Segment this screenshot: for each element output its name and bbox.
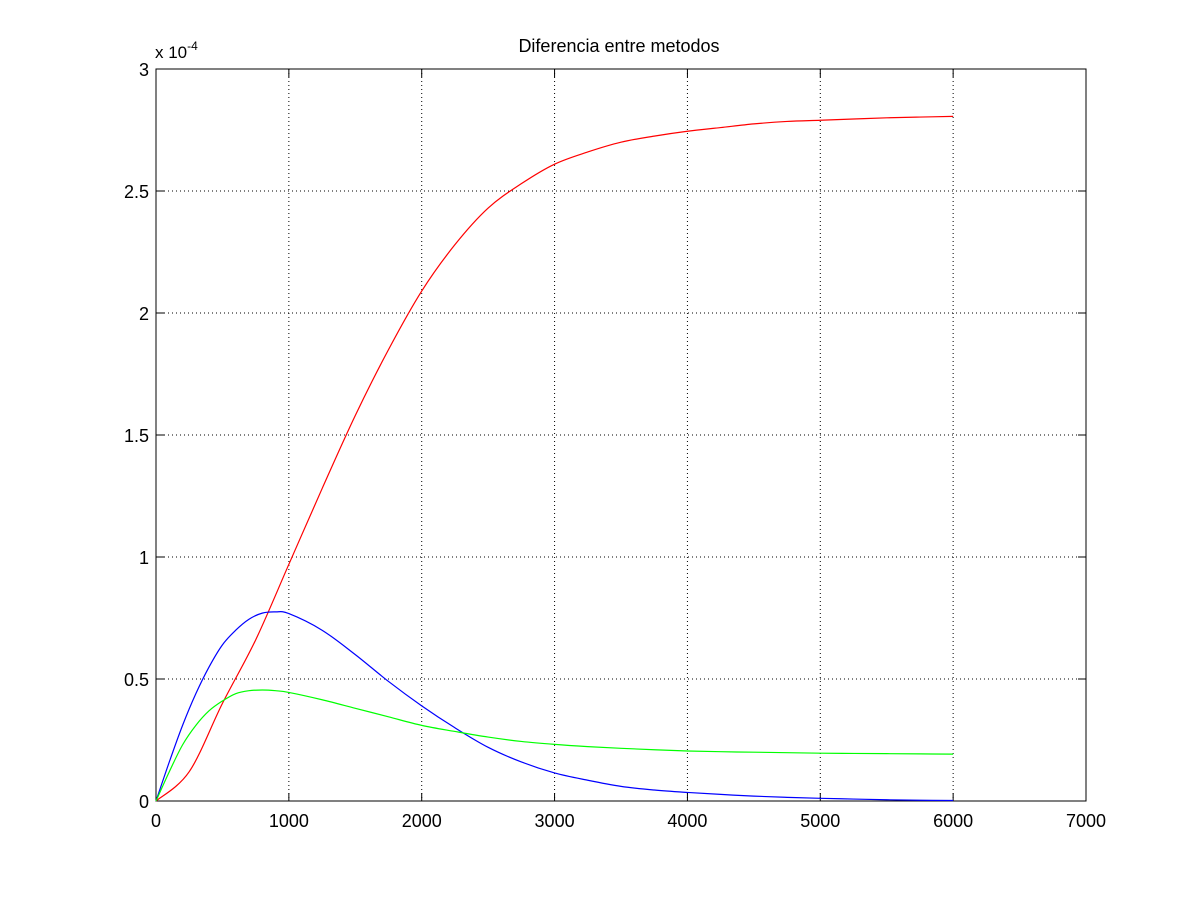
axis-tick-labels: 0 1000 2000 3000 4000 5000 6000 7000 0 0.5 1 1.5 2 2.… — [124, 60, 1106, 831]
series-line-2 — [155, 611, 954, 802]
y-axis-multiplier: x 10-4 — [155, 39, 198, 62]
y-axis-multiplier-base: x 10 — [155, 43, 187, 62]
x-tick-label: 3000 — [535, 811, 575, 831]
y-axis-multiplier-exponent: -4 — [187, 39, 198, 53]
x-tick-label: 5000 — [800, 811, 840, 831]
y-tick-label: 1 — [139, 548, 149, 568]
x-tick-label: 6000 — [933, 811, 973, 831]
x-tick-label: 4000 — [667, 811, 707, 831]
chart-title: Diferencia entre metodos — [518, 36, 719, 56]
grid-lines — [156, 69, 1086, 801]
y-tick-label: 2.5 — [124, 182, 149, 202]
series-line-1 — [155, 115, 954, 802]
series-line-3 — [155, 689, 954, 802]
x-tick-label: 0 — [151, 811, 161, 831]
y-tick-label: 2 — [139, 304, 149, 324]
y-tick-label: 3 — [139, 60, 149, 80]
axis-ticks — [155, 68, 1087, 802]
y-tick-label: 0.5 — [124, 670, 149, 690]
x-tick-label: 1000 — [269, 811, 309, 831]
y-tick-label: 1.5 — [124, 426, 149, 446]
x-tick-label: 2000 — [402, 811, 442, 831]
y-tick-label: 0 — [139, 792, 149, 812]
x-tick-label: 7000 — [1066, 811, 1106, 831]
series-lines — [155, 115, 954, 802]
